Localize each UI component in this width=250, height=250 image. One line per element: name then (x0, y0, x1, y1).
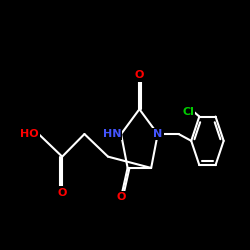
Text: O: O (116, 192, 126, 202)
Text: Cl: Cl (182, 107, 194, 117)
Text: O: O (58, 188, 67, 198)
Text: O: O (135, 70, 144, 80)
Text: HN: HN (102, 129, 121, 139)
Text: N: N (153, 129, 162, 139)
Text: HO: HO (20, 129, 39, 139)
